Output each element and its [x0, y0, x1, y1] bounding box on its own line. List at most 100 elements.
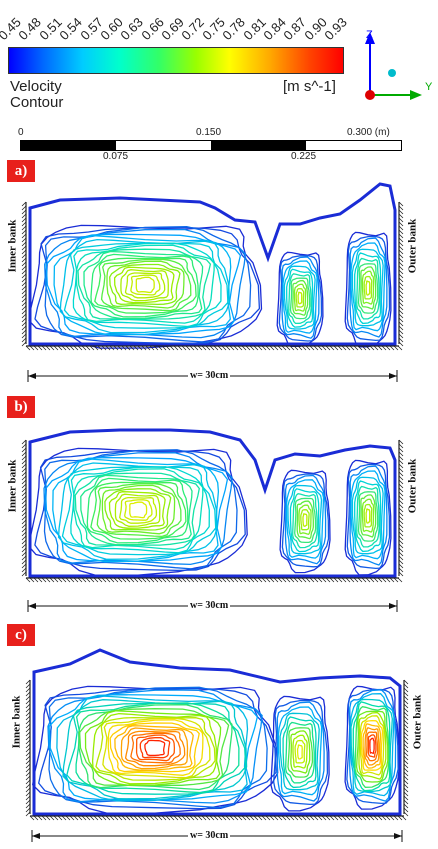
contour-line: [295, 287, 305, 308]
bed-hatch: [109, 345, 115, 351]
width-arrow-left: [28, 603, 36, 609]
bed-hatch: [333, 577, 339, 583]
wall-hatch: [21, 225, 27, 231]
contour-line: [44, 226, 252, 343]
bed-hatch: [385, 815, 391, 821]
bed-hatch: [153, 577, 159, 583]
bed-hatch: [293, 815, 299, 821]
wall-hatch: [25, 799, 31, 805]
bed-hatch: [173, 345, 179, 351]
contour-line: [367, 734, 377, 758]
wall-hatch: [403, 683, 409, 689]
wall-hatch: [403, 791, 409, 797]
wall-hatch: [21, 245, 27, 251]
bed-hatch: [205, 577, 211, 583]
wall-hatch: [21, 571, 27, 577]
bed-hatch: [53, 815, 59, 821]
bed-hatch: [29, 345, 35, 351]
bed-hatch: [69, 577, 75, 583]
panel-label-c: c): [7, 624, 35, 646]
bed-hatch: [345, 345, 351, 351]
bed-hatch: [397, 345, 403, 351]
bed-hatch: [365, 577, 371, 583]
outer-bank-label: Outer bank: [411, 694, 424, 750]
wall-hatch: [21, 499, 27, 505]
bed-hatch: [273, 345, 279, 351]
bed-hatch: [349, 345, 355, 351]
bed-hatch: [297, 345, 303, 351]
bed-hatch: [353, 345, 359, 351]
wall-hatch: [21, 333, 27, 339]
y-axis-head: [410, 90, 422, 100]
wall-hatch: [21, 527, 27, 533]
bed-hatch: [193, 345, 199, 351]
bed-hatch: [373, 577, 379, 583]
bed-hatch: [349, 577, 355, 583]
contour-line: [109, 722, 200, 773]
wall-hatch: [21, 217, 27, 223]
wall-hatch: [398, 277, 404, 283]
wall-hatch: [403, 747, 409, 753]
bed-hatch: [389, 577, 395, 583]
wall-hatch: [398, 559, 404, 565]
width-arrow-right: [389, 603, 397, 609]
wall-hatch: [403, 763, 409, 769]
bed-hatch: [101, 577, 107, 583]
bed-hatch: [177, 815, 183, 821]
wall-hatch: [21, 487, 27, 493]
bed-hatch: [249, 345, 255, 351]
contour-line: [285, 479, 325, 559]
wall-hatch: [21, 237, 27, 243]
contour-line: [292, 279, 309, 316]
bed-hatch: [33, 345, 39, 351]
wall-hatch: [25, 767, 31, 773]
contour-line: [83, 250, 204, 320]
bed-hatch: [157, 577, 163, 583]
bed-hatch: [69, 815, 75, 821]
bed-hatch: [33, 577, 39, 583]
contour-line: [279, 712, 320, 791]
contour-line: [144, 739, 166, 757]
contour-line: [86, 477, 189, 544]
wall-hatch: [25, 723, 31, 729]
bed-hatch: [165, 577, 171, 583]
outer-bank-label: Outer bank: [406, 218, 419, 274]
bed-hatch: [25, 345, 31, 351]
contour-line: [365, 508, 371, 524]
wall-hatch: [398, 281, 404, 287]
contour-line: [95, 716, 216, 781]
bed-hatch: [85, 345, 91, 351]
wall-hatch: [398, 261, 404, 267]
bed-hatch: [161, 577, 167, 583]
bed-hatch: [113, 815, 119, 821]
bed-hatch: [381, 815, 387, 821]
contour-line: [130, 274, 161, 296]
contour-line: [361, 270, 375, 305]
contour-line: [108, 491, 166, 529]
wall-hatch: [403, 779, 409, 785]
bed-hatch: [369, 345, 375, 351]
bed-hatch: [305, 345, 311, 351]
contour-line: [43, 452, 233, 566]
contour-line: [102, 717, 211, 779]
wall-hatch: [21, 277, 27, 283]
wall-hatch: [398, 471, 404, 477]
bed-hatch: [341, 815, 347, 821]
bed-hatch: [377, 345, 383, 351]
wall-hatch: [25, 743, 31, 749]
wall-hatch: [398, 317, 404, 323]
wall-hatch: [21, 213, 27, 219]
bed-hatch: [77, 815, 83, 821]
bed-hatch: [161, 345, 167, 351]
contour-line: [74, 472, 200, 546]
wall-hatch: [21, 439, 27, 445]
bed-hatch: [193, 815, 199, 821]
bed-hatch: [65, 815, 71, 821]
width-arrow-right: [389, 373, 397, 379]
bed-hatch: [105, 815, 111, 821]
wall-hatch: [398, 245, 404, 251]
contour-line: [270, 695, 330, 812]
wall-hatch: [21, 337, 27, 343]
wall-hatch: [398, 333, 404, 339]
wall-hatch: [21, 297, 27, 303]
